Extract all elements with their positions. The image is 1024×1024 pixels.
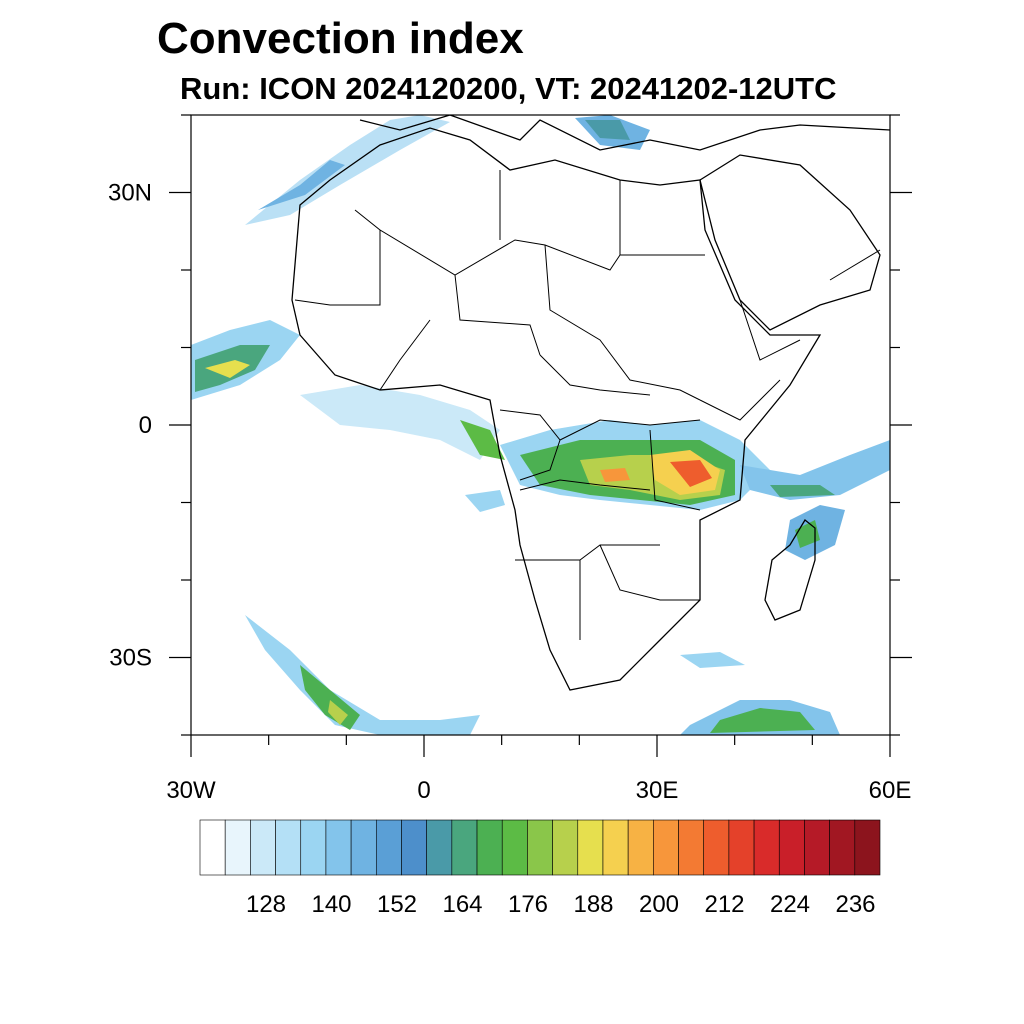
chart-subtitle: Run: ICON 2024120200, VT: 20241202-12UTC (180, 71, 837, 106)
y-tick-label: 30S (109, 645, 152, 672)
colorbar-label: 224 (770, 891, 810, 918)
colorbar-swatch (678, 819, 705, 876)
axis-tick-labels: 30W 0 30E 60E 30N 0 30S (108, 180, 911, 805)
colorbar-label: 176 (508, 891, 548, 918)
colorbar-swatch (653, 819, 679, 876)
colorbar-label: 128 (246, 891, 286, 918)
colorbar-swatch (224, 819, 251, 876)
colorbar-swatch (602, 819, 629, 876)
colorbar-label: 140 (311, 891, 351, 918)
x-tick-label: 30W (166, 777, 216, 804)
colorbar-swatch (199, 819, 226, 876)
colorbar-swatch (854, 819, 881, 876)
x-tick-label: 30E (636, 777, 679, 804)
colorbar-swatch (778, 819, 805, 876)
y-tick-label: 30N (108, 180, 152, 207)
convection-field (191, 115, 890, 735)
colorbar-label: 188 (573, 891, 613, 918)
colorbar-swatch (527, 819, 553, 876)
y-tick-label: 0 (139, 412, 152, 439)
colorbar-label: 212 (704, 891, 744, 918)
colorbar-label: 152 (377, 891, 417, 918)
colorbar-swatch (426, 819, 453, 876)
colorbar-swatch (552, 819, 579, 876)
colorbar-labels: 128 140 152 164 176 188 200 212 224 236 (246, 891, 876, 918)
colorbar-swatch (703, 819, 730, 876)
coastlines (291, 115, 890, 691)
colorbar-swatch (501, 819, 528, 876)
colorbar-swatch (401, 819, 427, 876)
colorbar-swatch (275, 819, 302, 876)
colorbar-label: 200 (639, 891, 679, 918)
colorbar-label: 236 (835, 891, 875, 918)
x-tick-label: 0 (417, 777, 430, 804)
colorbar-swatch (577, 819, 604, 876)
colorbar-swatch (728, 819, 755, 876)
axis-ticks (169, 114, 912, 757)
colorbar-swatch (627, 819, 654, 876)
colorbar-swatch (753, 819, 780, 876)
colorbar-swatch (250, 819, 276, 876)
colorbar (199, 819, 881, 876)
chart-title: Convection index (157, 14, 524, 63)
x-tick-label: 60E (869, 777, 912, 804)
colorbar-label: 164 (442, 891, 482, 918)
colorbar-swatch (451, 819, 478, 876)
colorbar-swatch (804, 819, 830, 876)
colorbar-swatch (300, 819, 327, 876)
country-borders (294, 170, 881, 640)
colorbar-swatch (476, 819, 503, 876)
colorbar-swatch (829, 819, 856, 876)
colorbar-swatch (350, 819, 377, 876)
colorbar-swatch (375, 819, 402, 876)
colorbar-swatch (325, 819, 352, 876)
